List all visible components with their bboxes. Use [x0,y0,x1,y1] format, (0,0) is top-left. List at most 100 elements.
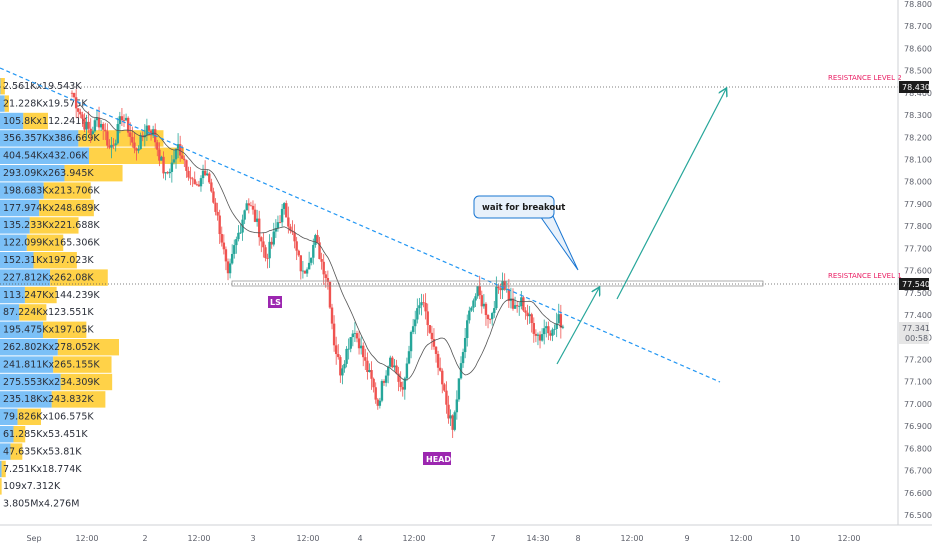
candle-body [538,334,542,341]
candle-body [488,319,492,320]
volume-profile-label: 61.285Kx53.451K [3,429,88,440]
candle-body [264,247,267,259]
candle-body [534,333,538,336]
candle-body [445,390,448,405]
candle-body [422,302,425,304]
candle-body [253,209,257,222]
candle-body [303,270,307,274]
candle-body [428,325,431,333]
candle-body [526,312,529,317]
candle-body [528,314,531,317]
candle-body [401,387,404,390]
candle-body [314,235,317,245]
candle-body [99,123,103,128]
candle-body [93,120,97,132]
candle-body [438,367,442,371]
candle-body [162,156,165,174]
candle-body [195,184,199,186]
candle-body [208,173,211,183]
y-tick-label: 77.800 [904,222,932,231]
callout-box[interactable] [473,195,555,219]
candle-body [322,261,325,275]
y-axis[interactable]: 78.800 78.700 78.600 78.500 78.400 78.300 78.2… [904,0,932,520]
candle-body [149,130,153,136]
volume-profile-sell-bar [57,339,119,356]
volume-profile-sell-bar [26,234,64,251]
candle-body [251,205,255,210]
volume-profile-sell-bar [4,95,9,112]
volume-profile-buy-bar [0,408,18,425]
candle-body [172,159,176,163]
volume-profile-buy-bar [0,78,1,95]
y-tick-label: 76.500 [904,511,932,520]
candle-body [461,352,465,364]
candle-body [183,158,186,161]
candle-body [89,128,92,135]
candle-body [95,117,99,121]
candle-body [289,226,292,231]
candle-body [364,357,367,361]
x-tick-label: 3 [250,534,255,543]
descending-trendline[interactable] [0,67,721,383]
candle-body [230,253,234,264]
candle-body [511,298,515,309]
volume-profile-label: 87.224Kx123.551K [3,307,94,318]
candle-body [463,338,467,353]
volume-profile-label: 356.357Kx386.669K [3,133,100,144]
candle-body [447,404,450,419]
resistance-level-2-label: RESISTANCE LEVEL 2 [828,74,902,82]
x-tick-label: 7 [490,534,495,543]
resistance-zone[interactable] [231,280,764,287]
candle-body [83,118,86,130]
candle-body [478,286,481,296]
candle-body [493,308,496,314]
candle-body [416,308,419,320]
head-tag[interactable] [423,452,451,465]
resistance-level-1-price: 77.540 [902,280,930,289]
candle-body [455,399,459,413]
candle-body [443,384,446,391]
arrow-to-resistance-1[interactable] [556,288,599,365]
candle-body [243,210,246,220]
volume-profile-buy-bar [0,460,2,478]
candle-body [270,241,273,245]
candle-body [347,348,350,350]
moving-average-line [77,102,564,381]
candle-body [330,307,334,324]
candle-body [214,202,217,212]
volume-profile-label: 113.247Kx144.239K [3,290,100,301]
candle-body [405,363,409,379]
candle-body [434,346,438,354]
candle-body [334,345,338,355]
y-tick-label: 78.800 [904,0,932,9]
candle-body [384,375,388,383]
candle-body [210,182,213,192]
volume-profile-label: 2.561Kx19.543K [3,81,82,92]
candle-body [451,415,454,430]
left-shoulder-tag[interactable] [268,296,282,308]
candle-body [549,333,552,336]
volume-profile-label: 3.805Mx4.276M [3,499,79,510]
volume-profile-label: 47.635Kx53.81K [3,446,82,457]
x-tick-label: 12:00 [402,534,425,543]
x-tick-label: 12:00 [620,534,643,543]
candle-body [391,357,394,368]
volume-profile-sell-bar [53,356,112,373]
arrow-to-resistance-2[interactable] [616,89,726,300]
volume-profile-buy-bar [0,147,89,164]
candle-body [118,116,122,125]
candle-body [203,170,207,176]
candle-body [557,314,560,324]
y-tick-label: 76.600 [904,489,932,498]
candle-body [168,171,171,174]
candle-body [102,123,105,130]
candle-body [74,97,78,109]
candle-body [324,274,327,278]
volume-profile-buy-bar [0,339,58,356]
volume-profile-label: 241.811Kx265.155K [3,359,100,370]
x-axis[interactable]: Sep 12:00 2 12:00 3 12:00 4 12:00 7 14:30 8 12:00 9 1… [26,534,860,543]
candle-body [124,117,128,121]
candle-body [476,286,479,297]
candle-body [145,125,149,135]
